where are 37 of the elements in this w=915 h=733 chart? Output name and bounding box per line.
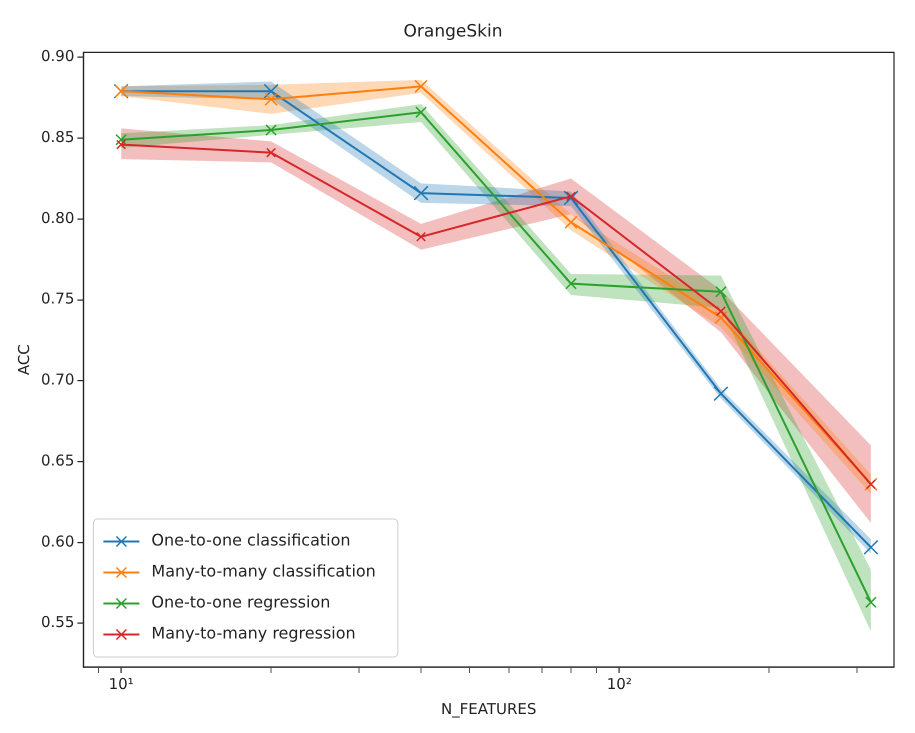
legend-label: One-to-one classification — [151, 530, 351, 550]
y-tick-label: 0.55 — [40, 613, 74, 632]
point — [563, 190, 579, 206]
y-tick-label: 0.65 — [40, 451, 74, 470]
point — [115, 134, 127, 146]
point — [714, 310, 728, 324]
point — [266, 148, 276, 158]
x-tick-label: 10¹ — [108, 674, 134, 693]
point — [863, 540, 878, 555]
point — [715, 286, 727, 298]
y-tick-label: 0.75 — [40, 290, 74, 308]
y-tick-label: 0.85 — [40, 128, 74, 146]
legend-label: Many-to-many regression — [151, 624, 356, 643]
y-tick-label: 0.80 — [40, 208, 74, 227]
point — [415, 106, 427, 118]
point — [265, 124, 277, 136]
x-tick-label: 10² — [606, 674, 632, 693]
y-tick-label: 0.60 — [40, 532, 74, 550]
point — [414, 186, 429, 201]
point — [566, 191, 576, 202]
point — [264, 84, 279, 99]
chart-title: OrangeSkin — [404, 22, 502, 42]
point — [713, 386, 729, 402]
point — [264, 92, 278, 106]
legend-label: Many-to-many classification — [151, 562, 376, 581]
legend-label: One-to-one regression — [151, 592, 330, 612]
y-axis-title: ACC — [14, 344, 33, 376]
point — [565, 278, 577, 290]
point — [116, 140, 126, 150]
x-axis-title: N_FEATURES — [440, 700, 536, 718]
y-tick-label: 0.70 — [40, 370, 74, 389]
point — [416, 232, 426, 242]
point — [865, 596, 877, 608]
point — [564, 216, 578, 229]
y-tick-label: 0.90 — [40, 47, 74, 66]
point — [414, 80, 428, 94]
point — [716, 306, 726, 316]
